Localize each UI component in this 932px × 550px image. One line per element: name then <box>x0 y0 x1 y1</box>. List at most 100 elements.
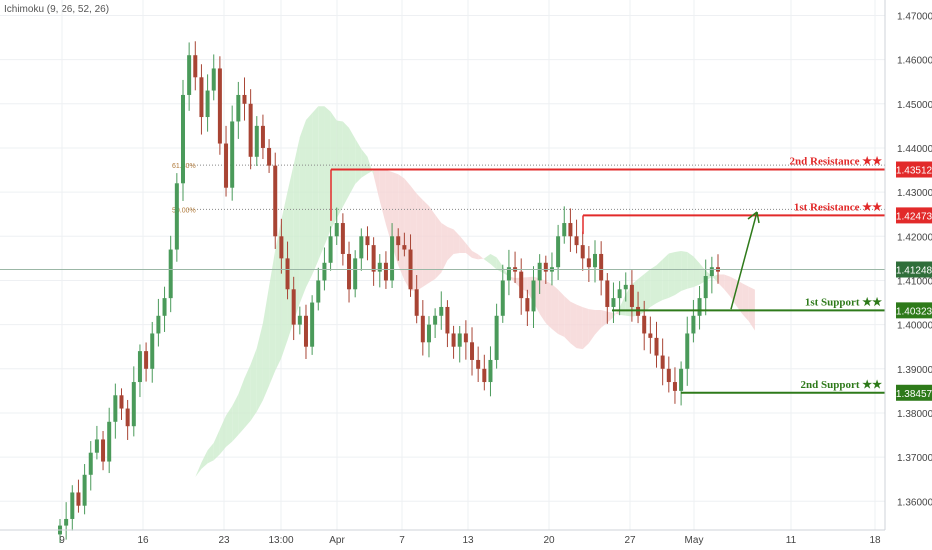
cloud-segment <box>244 364 251 428</box>
candle-body <box>390 236 395 281</box>
candle-body <box>217 68 222 144</box>
candle-body <box>107 421 112 462</box>
level-price-tag <box>896 302 932 319</box>
candle-body <box>580 245 585 259</box>
cloud-segment <box>718 274 725 290</box>
candle-body <box>353 258 358 290</box>
candle-body <box>334 223 339 237</box>
candle-body <box>660 355 665 369</box>
projection-arrow <box>730 211 758 310</box>
level-price-tag <box>896 384 932 401</box>
x-tick-label: 23 <box>218 535 230 546</box>
cloud-segment <box>644 269 651 313</box>
y-tick-label: 1.37000 <box>897 453 932 464</box>
cloud-segment <box>441 222 448 273</box>
candle-body <box>470 342 475 360</box>
cloud-segment <box>551 284 559 334</box>
cloud-segment <box>607 311 614 323</box>
candle-body <box>482 368 487 383</box>
candle-body <box>101 439 106 462</box>
cloud-segment <box>595 310 602 335</box>
cloud-segment <box>305 113 313 288</box>
y-tick-label: 1.46000 <box>897 56 932 67</box>
candle-body <box>463 333 468 343</box>
candle-body <box>193 55 198 78</box>
cloud-segment <box>379 169 386 225</box>
candle-body <box>340 223 345 254</box>
cloud-segment <box>176 487 183 496</box>
x-tick-label: May <box>685 535 704 546</box>
candle-body <box>347 253 352 290</box>
candle-body <box>119 395 124 409</box>
level-label: 1st Resistance ★★ <box>794 201 882 213</box>
cloud-segment <box>539 278 546 324</box>
cloud-segment <box>170 495 177 504</box>
cloud-segment <box>312 106 319 275</box>
cloud-segment <box>232 394 239 442</box>
cloud-segment <box>447 226 454 261</box>
candle-body <box>230 121 235 188</box>
y-tick-label: 1.36000 <box>897 497 932 508</box>
candle-body <box>605 280 610 307</box>
cloud-segment <box>681 251 688 292</box>
candle-body <box>236 94 241 122</box>
candle-body <box>180 94 185 184</box>
indicator-legend: Ichimoku (9, 26, 52, 26) <box>4 4 110 15</box>
candle-body <box>562 223 567 237</box>
candle-body <box>322 262 327 281</box>
candle-body <box>488 359 493 383</box>
candle-body <box>476 359 481 369</box>
candle-body <box>629 284 634 307</box>
y-tick-label: 1.44000 <box>897 144 932 155</box>
candle-body <box>611 298 616 307</box>
candle-body <box>703 276 708 299</box>
cloud-segment <box>472 250 479 260</box>
candle-body <box>420 315 425 343</box>
candle-body <box>187 55 192 95</box>
candle-body <box>150 333 155 369</box>
candle-body <box>500 280 505 316</box>
candle-body <box>568 223 573 237</box>
cloud-segment <box>238 378 245 435</box>
candle-body <box>531 280 536 312</box>
candle-body <box>494 315 499 360</box>
cloud-segment <box>465 243 473 258</box>
cloud-segment <box>201 450 208 469</box>
candle-body <box>242 94 247 104</box>
cloud-segment <box>226 406 233 447</box>
cloud-segment <box>219 415 227 455</box>
x-tick-label: 27 <box>624 535 636 546</box>
candle-body <box>414 289 419 316</box>
candle-body <box>156 315 161 334</box>
cloud-segment <box>453 229 460 254</box>
cloud-segment <box>582 307 589 350</box>
cloud-segment <box>398 174 405 280</box>
candle-body <box>697 298 702 316</box>
cloud-segment <box>730 276 737 306</box>
candle-body <box>457 333 462 347</box>
x-axis: 9 16 23 13:00 Apr 7 13 20 27 May 11 18 <box>0 529 885 546</box>
cloud-segment <box>736 279 743 315</box>
y-tick-label: 1.42000 <box>897 232 932 243</box>
candle-body <box>88 452 93 475</box>
cloud-segment <box>711 274 718 283</box>
candle-body <box>599 253 604 281</box>
cloud-segment <box>435 214 442 279</box>
cloud-segment <box>428 205 436 283</box>
cloud-segment <box>748 286 755 331</box>
cloud-segment <box>281 191 288 358</box>
candle-body <box>426 324 431 343</box>
y-tick-label: 1.41000 <box>897 276 932 287</box>
cloud-segment <box>361 148 368 178</box>
y-tick-label: 1.43000 <box>897 188 932 199</box>
cloud-segment <box>250 348 257 421</box>
cloud-segment <box>416 193 423 291</box>
x-tick-label: 13 <box>462 535 474 546</box>
cloud-segment <box>650 265 657 307</box>
cloud-segment <box>570 301 577 349</box>
candle-body <box>586 258 591 268</box>
cloud-segment <box>158 510 165 513</box>
candle-body <box>672 382 677 391</box>
cloud-segment <box>459 235 466 253</box>
